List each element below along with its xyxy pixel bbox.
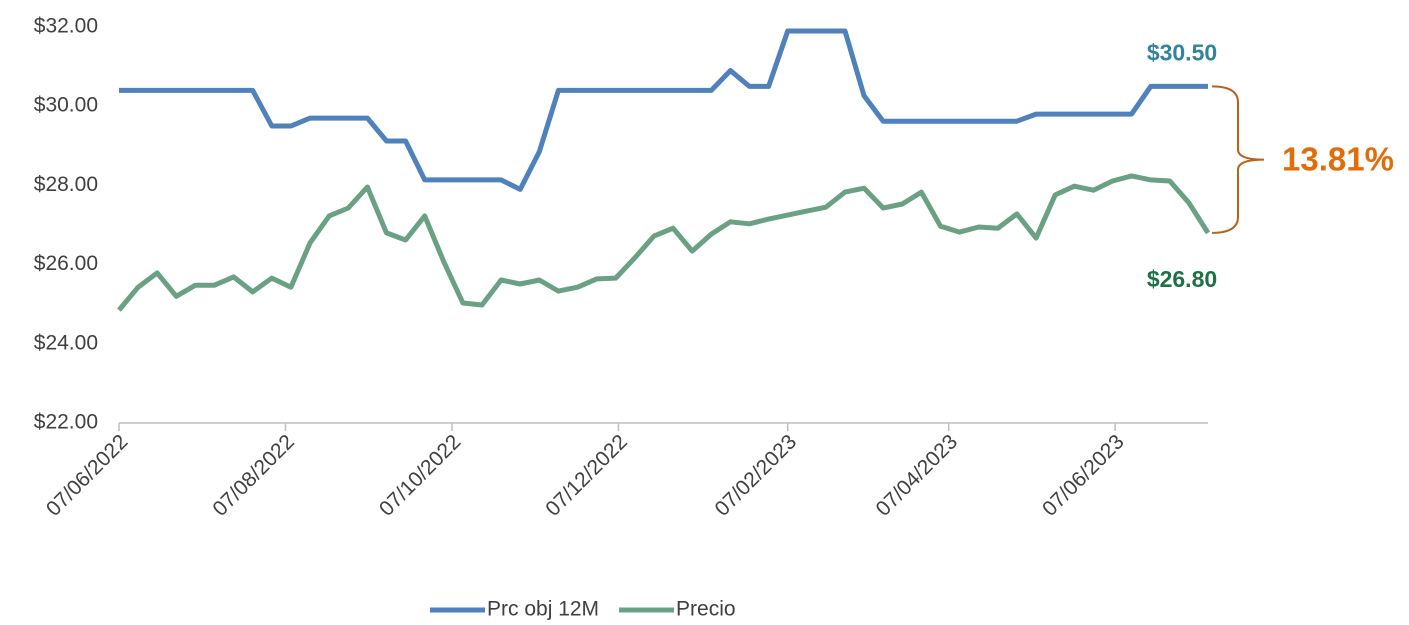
x-tick-label: 07/10/2022 [375,430,466,521]
x-tick-label: 07/08/2022 [208,430,299,521]
end-label: $30.50 [1147,39,1217,65]
x-tick-label: 07/04/2023 [872,430,963,521]
y-tick-label: $22.00 [34,411,98,434]
y-tick-label: $30.00 [34,94,98,117]
x-tick-label: 07/02/2023 [711,430,802,521]
y-tick-label: $24.00 [34,331,98,354]
end-label: $26.80 [1147,266,1217,292]
x-tick-label: 07/06/2023 [1038,430,1129,521]
bracket [1211,85,1265,234]
y-tick-label: $26.00 [34,252,98,275]
legend-label: Prc obj 12M [487,598,599,621]
y-tick-label: $28.00 [34,173,98,196]
x-tick-label: 07/12/2022 [541,430,632,521]
series-line [119,28,1208,192]
legend-label: Precio [676,598,736,621]
y-tick-label: $32.00 [34,15,98,38]
series-line [117,173,1211,312]
difference-label: 13.81% [1282,140,1394,177]
x-tick-label: 07/06/2022 [42,430,133,521]
